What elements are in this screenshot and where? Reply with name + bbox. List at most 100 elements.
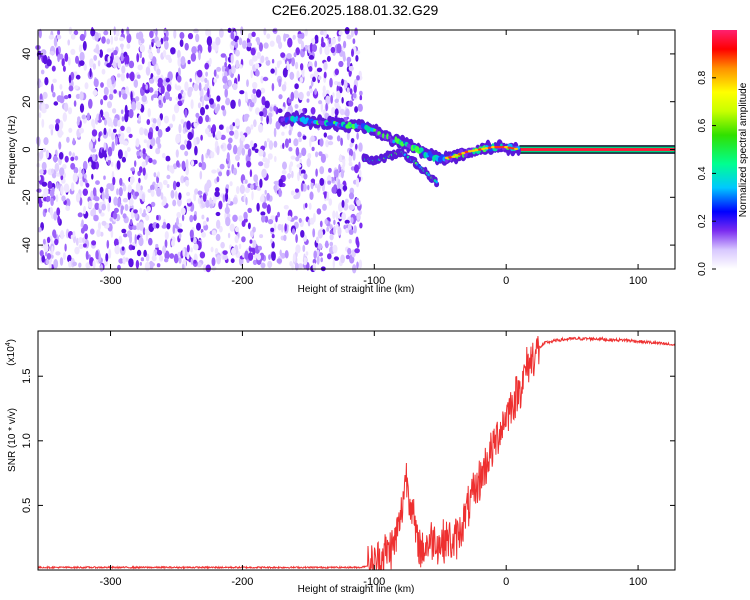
noise-speckle — [201, 203, 206, 208]
noise-speckle — [162, 245, 167, 254]
noise-speckle — [277, 108, 283, 113]
noise-speckle — [237, 73, 240, 82]
noise-speckle — [90, 228, 95, 235]
noise-speckle — [178, 232, 182, 239]
noise-speckle — [145, 84, 148, 90]
noise-speckle — [130, 167, 135, 172]
signal-hot-spot — [491, 145, 495, 149]
noise-speckle — [190, 53, 197, 62]
noise-speckle — [68, 74, 72, 84]
noise-speckle — [261, 168, 267, 178]
noise-speckle — [165, 77, 170, 83]
noise-speckle — [79, 103, 85, 113]
noise-speckle — [209, 203, 213, 209]
noise-speckle — [238, 98, 241, 107]
noise-speckle — [318, 151, 323, 157]
noise-speckle — [292, 34, 296, 40]
noise-speckle — [284, 138, 289, 148]
noise-speckle — [190, 160, 195, 167]
noise-speckle — [270, 68, 275, 74]
noise-speckle — [244, 91, 248, 101]
noise-speckle — [226, 126, 230, 134]
noise-speckle — [210, 151, 215, 159]
noise-speckle — [100, 212, 105, 217]
noise-speckle — [254, 148, 259, 153]
noise-speckle — [117, 149, 123, 160]
y-tick-label: -20 — [21, 189, 33, 205]
noise-speckle — [136, 249, 142, 257]
noise-speckle — [331, 186, 337, 194]
noise-speckle — [251, 190, 254, 201]
noise-speckle — [75, 237, 79, 246]
noise-speckle — [224, 61, 228, 68]
noise-speckle — [310, 107, 316, 115]
noise-speckle — [222, 108, 227, 117]
noise-speckle — [178, 192, 182, 200]
noise-speckle — [54, 238, 59, 246]
noise-speckle — [258, 161, 264, 167]
noise-speckle — [250, 47, 256, 56]
noise-speckle — [319, 166, 325, 175]
noise-speckle — [105, 253, 109, 262]
noise-speckle — [227, 197, 231, 205]
noise-speckle — [113, 49, 118, 56]
noise-speckle — [107, 55, 111, 63]
colorbar-ticks: 0.0 0.2 0.4 0.6 0.8 — [697, 70, 716, 276]
noise-speckle — [82, 188, 89, 196]
noise-speckle — [57, 128, 63, 138]
noise-speckle — [271, 58, 275, 64]
noise-speckle — [126, 147, 131, 152]
noise-speckle — [79, 179, 84, 187]
noise-speckle — [301, 147, 307, 157]
noise-speckle — [256, 51, 261, 59]
noise-speckle — [322, 85, 326, 93]
noise-speckle — [323, 61, 328, 70]
noise-speckle — [185, 166, 190, 176]
noise-speckle — [44, 77, 49, 86]
noise-speckle — [159, 113, 163, 121]
noise-speckle — [221, 65, 226, 73]
noise-speckle — [207, 132, 213, 138]
noise-speckle — [54, 162, 60, 172]
noise-speckle — [222, 84, 227, 90]
noise-speckle — [258, 42, 263, 52]
noise-speckle — [40, 69, 45, 75]
noise-speckle — [202, 220, 207, 226]
y-tick-label: 40 — [21, 48, 33, 60]
noise-speckle — [156, 68, 161, 76]
noise-speckle — [59, 257, 64, 266]
noise-speckle — [308, 202, 312, 210]
noise-speckle — [178, 223, 182, 228]
noise-speckle — [88, 98, 93, 109]
noise-speckle — [111, 141, 115, 152]
noise-speckle — [109, 85, 115, 95]
noise-speckle — [120, 125, 125, 131]
noise-speckle — [306, 158, 311, 168]
noise-speckle — [169, 123, 174, 129]
noise-speckle — [324, 218, 328, 225]
noise-speckle — [220, 241, 225, 249]
noise-speckle — [152, 118, 157, 124]
noise-speckle — [58, 152, 64, 160]
noise-speckle — [329, 77, 333, 88]
noise-speckle — [79, 33, 86, 42]
noise-speckle — [177, 100, 183, 107]
noise-speckle — [101, 68, 106, 75]
noise-speckle — [145, 232, 149, 242]
noise-speckle — [259, 195, 265, 203]
noise-speckle — [111, 47, 115, 53]
noise-speckle — [155, 136, 161, 145]
noise-speckle — [287, 215, 292, 221]
noise-speckle — [118, 187, 123, 197]
noise-speckle — [286, 53, 292, 59]
noise-speckle — [60, 174, 64, 181]
noise-speckle — [359, 90, 363, 96]
noise-speckle — [158, 99, 162, 106]
noise-speckle — [233, 144, 238, 155]
noise-speckle — [110, 121, 114, 128]
noise-speckle — [150, 189, 155, 197]
noise-speckle — [113, 26, 116, 36]
noise-speckle — [295, 47, 301, 56]
noise-speckle — [169, 96, 172, 102]
signal-blob-inner — [331, 119, 334, 126]
